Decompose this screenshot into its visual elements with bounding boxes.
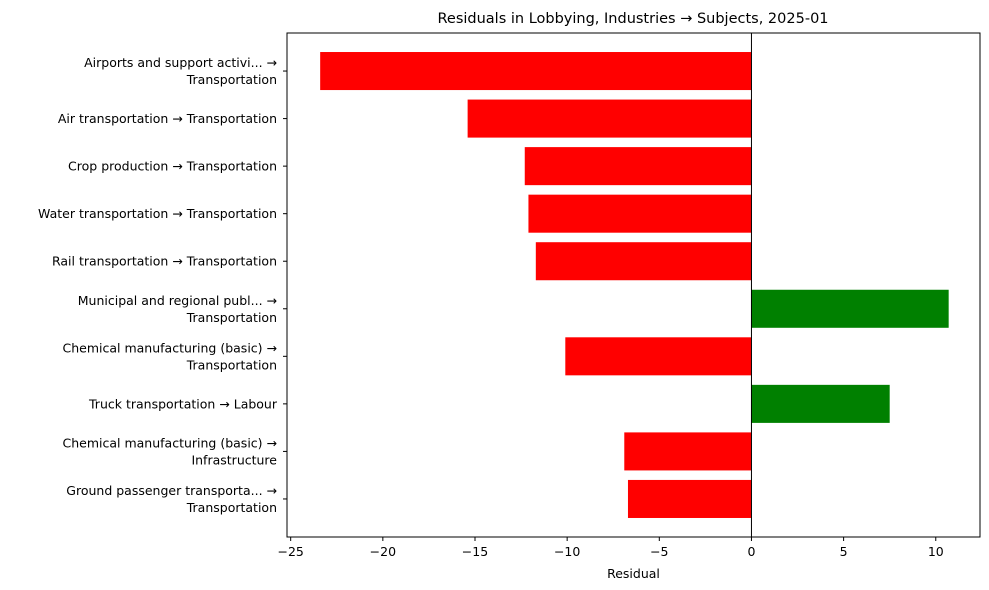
y-tick-label: Infrastructure	[191, 452, 277, 467]
bar	[467, 99, 752, 138]
bar	[565, 337, 752, 376]
bar	[535, 242, 752, 281]
plot-frame	[286, 32, 981, 538]
bar	[624, 432, 752, 471]
y-tick-label: Chemical manufacturing (basic) →	[62, 435, 277, 450]
bars-group	[320, 52, 949, 518]
x-tick-label: −15	[462, 544, 488, 559]
y-tick-label: Crop production → Transportation	[68, 159, 277, 174]
y-tick-label: Chemical manufacturing (basic) →	[62, 340, 277, 355]
y-tick-label: Rail transportation → Transportation	[52, 254, 277, 269]
x-tick-label: 10	[928, 544, 944, 559]
bar	[320, 52, 752, 91]
x-tick-label: −10	[554, 544, 580, 559]
bar	[751, 384, 890, 423]
bar	[524, 147, 752, 186]
x-ticks: −25 −20 −15 −10 −5 0 5 10	[277, 537, 944, 559]
y-tick-label: Transportation	[186, 357, 277, 372]
x-tick-label: −20	[370, 544, 396, 559]
x-tick-label: 0	[747, 544, 755, 559]
y-tick-label: Water transportation → Transportation	[38, 206, 277, 221]
y-tick-label: Transportation	[186, 500, 277, 515]
y-tick-label: Airports and support activi... →	[84, 55, 277, 70]
chart-title: Residuals in Lobbying, Industries → Subj…	[437, 11, 828, 27]
y-tick-label: Air transportation → Transportation	[58, 111, 277, 126]
y-tick-labels: Airports and support activi... → Transpor…	[38, 55, 287, 515]
y-tick-label: Transportation	[186, 310, 277, 325]
y-tick-label: Municipal and regional publ... →	[78, 293, 277, 308]
bar	[751, 289, 949, 328]
bar	[627, 479, 752, 518]
x-tick-label: −25	[277, 544, 303, 559]
bar	[528, 194, 752, 233]
y-tick-label: Ground passenger transporta... →	[66, 483, 277, 498]
x-axis-label: Residual	[607, 566, 660, 581]
x-tick-label: −5	[650, 544, 668, 559]
y-tick-label: Transportation	[186, 72, 277, 87]
x-tick-label: 5	[840, 544, 848, 559]
y-tick-label: Truck transportation → Labour	[88, 396, 278, 411]
